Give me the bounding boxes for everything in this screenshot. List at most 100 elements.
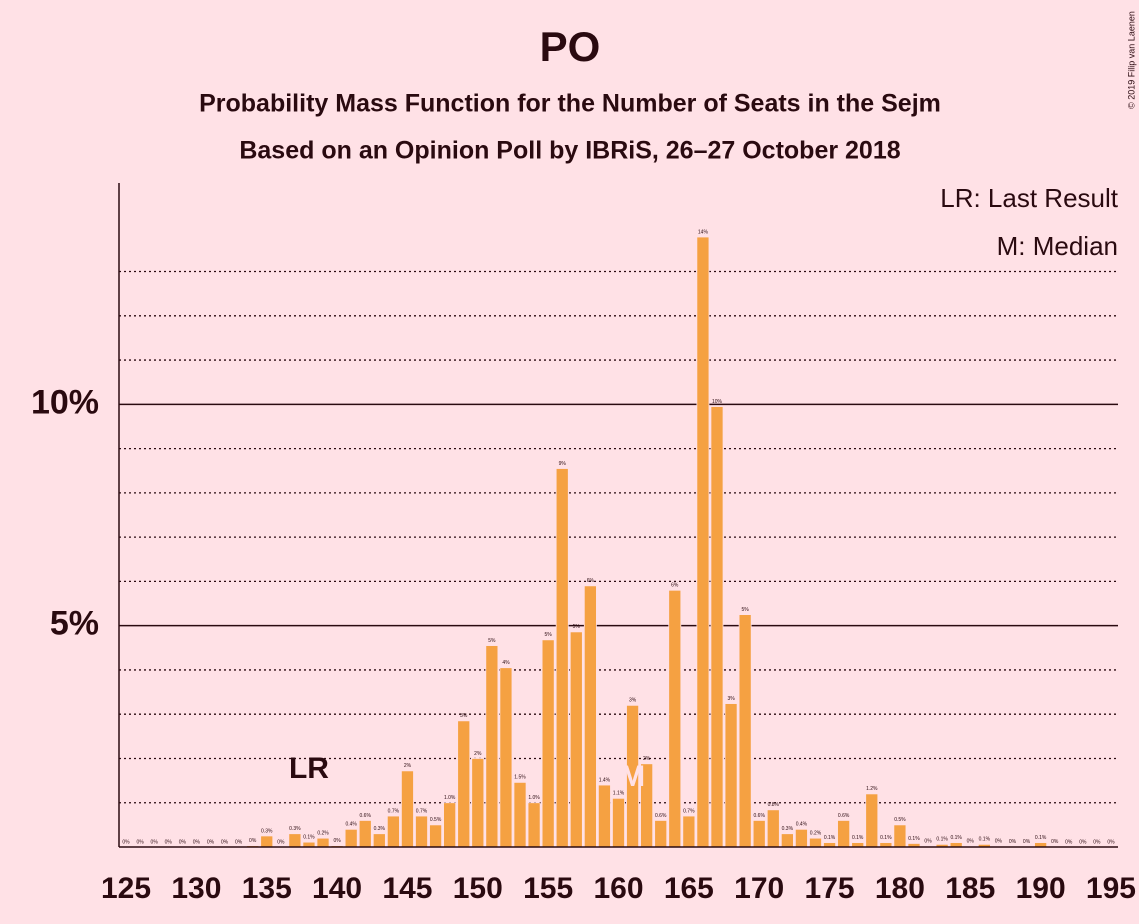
x-tick-label: 180 [875, 872, 925, 905]
bar [527, 802, 541, 848]
value-label: 0% [1023, 839, 1031, 845]
value-label: 6% [587, 578, 595, 584]
value-label: 14% [698, 229, 709, 235]
value-label: 0.3% [782, 826, 794, 832]
value-label: 0% [136, 839, 144, 845]
bar [429, 824, 443, 848]
value-label: 0.1% [908, 836, 920, 842]
bar [583, 585, 597, 848]
value-label: 1.0% [528, 795, 540, 801]
value-label: 0.1% [979, 837, 991, 843]
value-label: 0.2% [810, 830, 822, 836]
marker-label: LR [289, 752, 329, 785]
value-label: 6% [671, 583, 679, 589]
value-label: 3% [629, 698, 637, 704]
bar [752, 820, 766, 848]
value-label: 0% [179, 839, 187, 845]
value-label: 0.6% [655, 813, 667, 819]
value-label: 0.3% [261, 828, 273, 834]
bar [316, 837, 330, 848]
chart-title: PO [540, 23, 601, 70]
value-label: 0.4% [345, 822, 357, 828]
bar [457, 720, 471, 848]
value-label: 9% [559, 461, 567, 467]
value-label: 3% [460, 713, 468, 719]
value-label: 0.1% [950, 835, 962, 841]
value-label: 0% [1107, 839, 1115, 845]
value-label: 0.2% [317, 830, 329, 836]
bar [724, 703, 738, 848]
value-label: 0% [1009, 839, 1017, 845]
bar [569, 631, 583, 848]
value-label: 1.4% [599, 777, 611, 783]
bar [682, 815, 696, 848]
value-label: 5% [573, 624, 581, 630]
value-label: 0.6% [838, 813, 850, 819]
x-tick-label: 195 [1086, 872, 1136, 905]
value-label: 0% [165, 839, 173, 845]
value-label: 0% [277, 839, 285, 845]
value-label: 0% [967, 838, 975, 844]
bar [443, 802, 457, 848]
value-label: 0.1% [936, 837, 948, 843]
value-label: 1.0% [444, 795, 456, 801]
x-tick-label: 185 [945, 872, 995, 905]
bar [471, 758, 485, 848]
bar [893, 824, 907, 848]
bar [513, 781, 527, 848]
bar [780, 833, 794, 848]
value-label: 5% [488, 638, 496, 644]
bar [809, 837, 822, 848]
bar [541, 639, 555, 848]
x-tick-label: 170 [734, 872, 784, 905]
marker-label: M [620, 760, 645, 793]
value-label: 2% [643, 756, 651, 762]
bar [386, 815, 400, 848]
value-label: 2% [404, 763, 412, 769]
bar [794, 828, 808, 848]
value-label: 0.7% [388, 808, 400, 814]
value-label: 0.5% [430, 817, 442, 823]
bar [766, 809, 780, 848]
x-tick-label: 145 [382, 872, 432, 905]
value-label: 0.1% [1035, 835, 1047, 841]
bar [555, 468, 569, 848]
value-label: 0% [151, 839, 159, 845]
copyright: © 2019 Filip van Laenen [1126, 11, 1136, 109]
value-label: 0.6% [360, 813, 372, 819]
bar [358, 820, 372, 848]
bar [415, 815, 428, 848]
value-label: 0.1% [852, 835, 864, 841]
value-label: 5% [742, 607, 750, 613]
bar [400, 770, 414, 848]
bar [696, 236, 710, 848]
legend-entry: M: Median [997, 231, 1118, 261]
x-tick-label: 130 [171, 872, 221, 905]
x-tick-label: 140 [312, 872, 362, 905]
value-label: 0% [193, 839, 201, 845]
value-label: 3% [727, 696, 735, 702]
bar [710, 406, 724, 848]
y-tick-label: 10% [31, 383, 99, 421]
legend-entry: LR: Last Result [940, 183, 1119, 213]
bar [260, 835, 274, 848]
bar [344, 828, 358, 848]
x-tick-label: 150 [453, 872, 503, 905]
value-label: 0.1% [303, 834, 315, 840]
value-label: 0.7% [416, 808, 428, 814]
bar [597, 784, 611, 848]
chart-subtitle: Based on an Opinion Poll by IBRiS, 26–27… [239, 137, 900, 165]
value-label: 0.8% [768, 802, 780, 808]
value-label: 0% [1079, 839, 1087, 845]
value-label: 0% [333, 838, 341, 844]
value-label: 0.3% [374, 826, 386, 832]
value-label: 10% [712, 399, 723, 405]
bar [837, 820, 851, 848]
bar [485, 645, 499, 848]
value-label: 0.4% [796, 822, 808, 828]
value-label: 1.1% [613, 791, 625, 797]
value-label: 0% [1093, 839, 1101, 845]
bar [372, 833, 386, 848]
